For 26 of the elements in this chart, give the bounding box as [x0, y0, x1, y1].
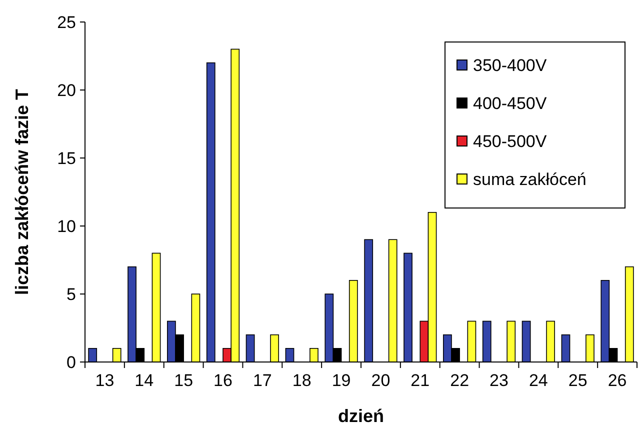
x-axis-title: dzień [338, 406, 384, 426]
x-tick-label: 15 [174, 371, 194, 390]
x-tick-label: 13 [95, 371, 114, 390]
x-tick-label: 23 [490, 371, 508, 390]
legend-label: 450-500V [473, 132, 548, 151]
y-tick-label: 5 [66, 284, 76, 304]
x-tick-label: 20 [371, 371, 390, 390]
y-axis-title: liczba zakłóceńw fazie T [12, 88, 32, 296]
y-tick-label: 0 [66, 352, 76, 372]
x-tick-label: 24 [528, 371, 548, 390]
x-tick-label: 17 [252, 371, 272, 390]
y-tick-label: 20 [57, 80, 76, 100]
x-tick-label: 21 [410, 371, 430, 390]
x-tick-label: 26 [608, 371, 627, 390]
legend-label: 400-450V [473, 94, 548, 113]
x-tick-label: 25 [568, 371, 588, 390]
x-tick-label: 14 [134, 371, 154, 390]
y-tick-label: 10 [57, 216, 76, 236]
y-tick-label: 15 [57, 148, 76, 168]
x-tick-label: 18 [292, 371, 312, 390]
x-tick-label: 22 [450, 371, 470, 390]
x-tick-label: 16 [214, 371, 232, 390]
x-tick-label: 19 [332, 371, 351, 390]
legend-label: 350-400V [473, 56, 548, 75]
legend-label: suma zakłóceń [473, 170, 586, 189]
y-tick-label: 25 [57, 12, 76, 32]
